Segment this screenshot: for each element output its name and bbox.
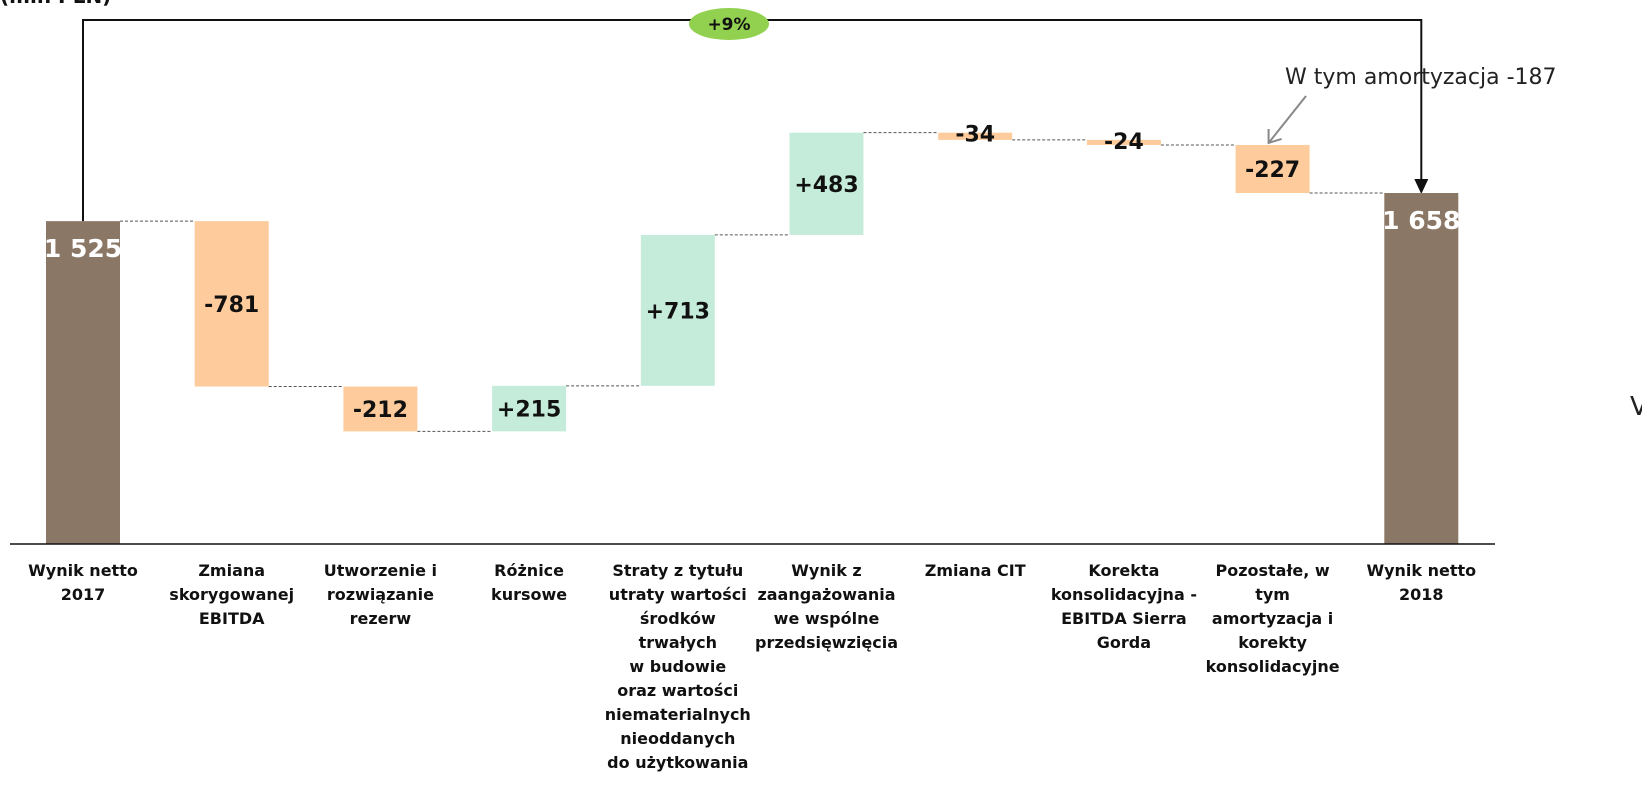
bar-6 xyxy=(938,132,1013,140)
chart-unit-label: (mln PLN) xyxy=(0,0,111,8)
annotation-arrowhead xyxy=(1267,128,1282,145)
category-label-3: Różnice kursowe xyxy=(491,561,567,604)
category-label-1: Zmiana skorygowanej EBITDA xyxy=(169,561,294,628)
category-label-0: Wynik netto 2017 xyxy=(28,561,138,604)
bracket-line xyxy=(82,19,1423,222)
value-label-7: -24 xyxy=(1104,130,1144,155)
bars xyxy=(46,132,1459,544)
value-label-1: -781 xyxy=(204,293,259,318)
bracket-arrowhead xyxy=(1414,179,1429,195)
value-label-4: +713 xyxy=(646,299,710,324)
value-label-2: -212 xyxy=(353,398,408,423)
value-label-5: +483 xyxy=(794,173,858,198)
change-badge-label: +9% xyxy=(707,15,750,35)
value-label-8: -227 xyxy=(1245,158,1300,183)
annotation: W tym amortyzacja -187 xyxy=(1267,65,1557,145)
annotation-text: W tym amortyzacja -187 xyxy=(1285,65,1557,90)
bar-4 xyxy=(640,234,715,386)
change-bracket: +9% xyxy=(82,8,1429,222)
bar-1 xyxy=(194,221,269,387)
value-label-9: 1 658 xyxy=(1382,206,1460,235)
bar-9 xyxy=(1384,193,1459,544)
connector-lines xyxy=(120,132,1385,432)
value-label-0: 1 525 xyxy=(44,234,122,263)
annotation-arrow xyxy=(1267,95,1307,144)
category-label-8: Pozostałe, w tym amortyzacja i korekty konso… xyxy=(1206,561,1340,676)
bar-7 xyxy=(1086,139,1161,145)
value-labels: 1 525 -781 -212 +215 +713 +483 -34 -24 -227 1 658 xyxy=(44,123,1461,423)
category-labels: Wynik netto 2017 Zmiana skorygowanej EBITDA U… xyxy=(28,561,1476,772)
category-label-6: Zmiana CIT xyxy=(925,561,1026,580)
category-label-2: Utworzenie i rozwiązanie rezerw xyxy=(324,561,437,628)
bar-3 xyxy=(492,385,567,432)
bar-5 xyxy=(789,132,864,235)
category-label-5: Wynik z zaangażowania we wspólne przedsięwz… xyxy=(755,561,898,652)
category-label-9: Wynik netto 2018 xyxy=(1366,561,1476,604)
clipped-edge-glyph: V xyxy=(1630,392,1642,422)
bar-8 xyxy=(1235,144,1310,194)
value-label-3: +215 xyxy=(497,398,561,423)
category-label-4: Straty z tytułu utraty wartości środków trw… xyxy=(605,561,751,772)
change-badge xyxy=(689,8,769,40)
bar-0 xyxy=(46,221,120,544)
bar-2 xyxy=(343,386,418,432)
category-label-7: Korekta konsolidacyjna -EBITDA Sierra Gord… xyxy=(1051,561,1197,652)
value-label-6: -34 xyxy=(955,123,995,148)
